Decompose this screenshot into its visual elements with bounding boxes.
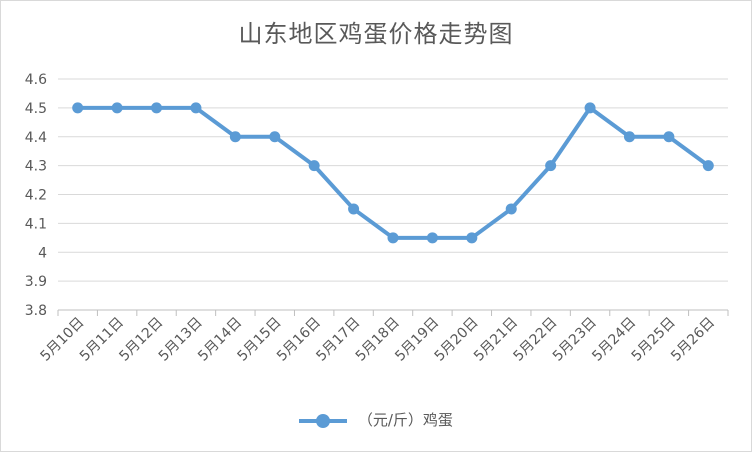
- data-point: [466, 232, 478, 244]
- data-point: [348, 203, 360, 215]
- y-tick-labels: 3.8 3.9 4 4.1 4.2 4.3 4.4 4.5 4.6: [25, 72, 47, 319]
- chart-title: 山东地区鸡蛋价格走势图: [238, 20, 514, 48]
- y-tick-label: 4.5: [25, 101, 47, 117]
- y-tick-label: 4.6: [25, 72, 47, 88]
- data-point: [111, 102, 123, 114]
- y-tick-label: 3.8: [25, 303, 47, 319]
- data-point: [663, 131, 675, 143]
- data-point: [623, 131, 635, 143]
- y-tick-label: 4.4: [25, 130, 47, 146]
- data-point: [269, 131, 281, 143]
- x-tick-label: 5月26日: [668, 315, 718, 365]
- data-point: [229, 131, 241, 143]
- data-point: [151, 102, 163, 114]
- data-point: [584, 102, 596, 114]
- data-point: [505, 203, 517, 215]
- y-tick-label: 4.2: [25, 188, 47, 204]
- legend-label: （元/斤）鸡蛋: [357, 411, 453, 429]
- series-line: [75, 105, 711, 240]
- legend-swatch: [299, 413, 348, 428]
- data-point: [702, 160, 714, 172]
- y-tick-label: 3.9: [25, 274, 47, 290]
- data-point: [387, 232, 399, 244]
- data-point: [545, 160, 557, 172]
- x-tick-labels: 5月10日5月11日5月12日5月13日5月14日5月15日5月16日5月17日…: [38, 315, 719, 365]
- data-point: [190, 102, 202, 114]
- legend: （元/斤）鸡蛋: [0, 409, 752, 430]
- axes: [57, 310, 729, 316]
- data-point: [72, 102, 84, 114]
- gridlines: [58, 78, 728, 311]
- y-tick-label: 4.1: [25, 216, 47, 232]
- data-point: [308, 160, 320, 172]
- y-tick-label: 4: [38, 245, 47, 261]
- data-point: [426, 232, 438, 244]
- y-tick-label: 4.3: [25, 159, 47, 175]
- series-layer: [72, 102, 714, 244]
